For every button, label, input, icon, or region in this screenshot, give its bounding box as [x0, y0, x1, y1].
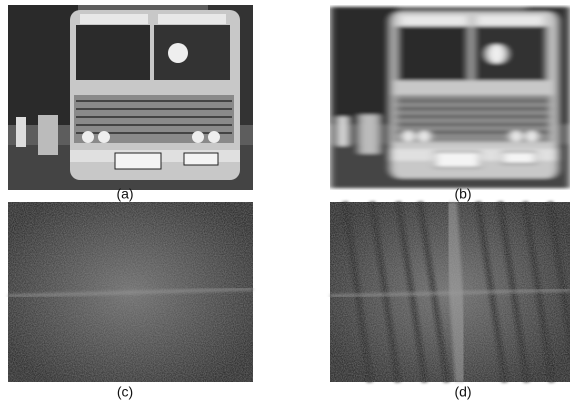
image-b — [330, 7, 570, 188]
page: (a) (b) (c) (d) (() => { const data = JS… — [0, 0, 570, 405]
blurred-image — [330, 7, 570, 188]
panel-label: (b) — [454, 186, 471, 202]
panel-label: (d) — [454, 384, 471, 400]
image-a — [8, 5, 253, 190]
panel-label: (c) — [117, 384, 133, 400]
spectrum-d — [330, 202, 570, 382]
panel-label: (a) — [116, 186, 133, 202]
spectrum-c — [8, 202, 253, 382]
figure: (a) (b) (c) (d) — [0, 0, 570, 405]
